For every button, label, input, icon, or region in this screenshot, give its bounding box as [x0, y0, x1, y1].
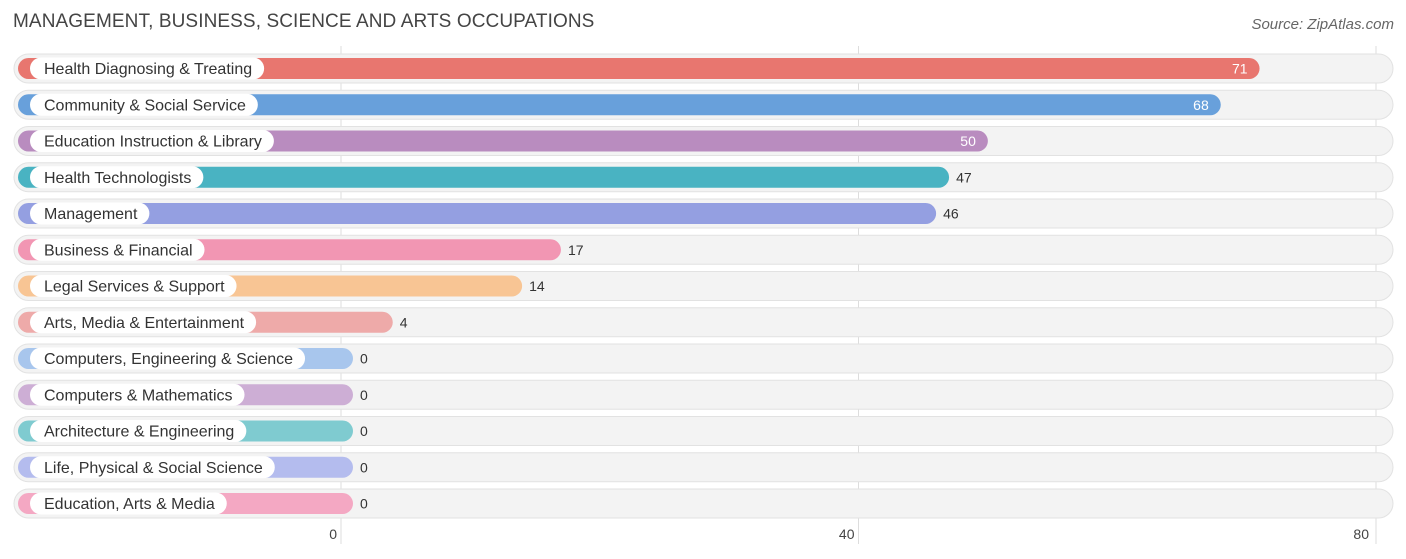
bar: [18, 166, 950, 188]
bar: [18, 58, 1260, 79]
bar-label-pill: [30, 93, 258, 116]
bar-row: Business & Financial 17: [13, 234, 1394, 265]
bar-label-pill: [30, 492, 227, 515]
bar-label: Health Diagnosing & Treating: [44, 61, 252, 78]
bar-row: Community & Social Service 68: [13, 89, 1394, 120]
bar-row: Health Technologists 47: [13, 162, 1394, 193]
bar-track: [13, 379, 1394, 410]
bar-row: Computers & Mathematics 0: [13, 379, 1394, 410]
bar-value: 0: [360, 496, 368, 512]
bar-value: 68: [1193, 97, 1209, 113]
bar-label-pill: [30, 311, 257, 334]
bar-value: 0: [360, 459, 368, 475]
bar-value: 0: [360, 351, 368, 367]
bar-label: Architecture & Engineering: [44, 424, 234, 441]
bar-label: Community & Social Service: [44, 97, 246, 114]
bar-label-pill: [30, 57, 265, 80]
bar-row: Architecture & Engineering 0: [13, 416, 1394, 446]
bar-value: 47: [956, 169, 972, 185]
bar-row: Education, Arts & Media 0: [13, 488, 1394, 519]
bar-row: Legal Services & Support 14: [13, 271, 1394, 301]
bar-track: [13, 452, 1394, 483]
bar-label: Education Instruction & Library: [44, 134, 262, 151]
bar-label-pill: [30, 238, 205, 261]
bar: [18, 203, 937, 224]
bar-row: Health Diagnosing & Treating 71: [13, 53, 1394, 84]
bar-value: 71: [1232, 61, 1248, 77]
x-tick-label: 80: [1353, 526, 1369, 542]
bar-label-pill: [30, 420, 247, 442]
bar-row: Management 46: [13, 198, 1394, 229]
bar-value: 0: [360, 423, 368, 439]
bar-label: Life, Physical & Social Science: [44, 460, 263, 477]
bar-label-pill: [30, 202, 150, 225]
bar-value: 50: [960, 133, 976, 149]
source-label: Source: ZipAtlas.com: [1251, 16, 1394, 33]
bar-value: 0: [360, 387, 368, 403]
bar-row: Education Instruction & Library 50: [13, 126, 1394, 156]
bar-row: Computers, Engineering & Science 0: [13, 343, 1394, 374]
bar-label-pill: [30, 456, 275, 479]
bar-label-pill: [30, 130, 274, 152]
bar-label: Legal Services & Support: [44, 279, 225, 296]
bar-label-pill: [30, 383, 245, 406]
bar-label-pill: [30, 166, 204, 189]
bar-label: Management: [44, 206, 138, 223]
bar-label: Education, Arts & Media: [44, 496, 215, 513]
chart-title: MANAGEMENT, BUSINESS, SCIENCE AND ARTS O…: [13, 11, 595, 32]
x-tick-label: 40: [839, 526, 855, 542]
bar-label: Computers & Mathematics: [44, 387, 233, 404]
bar-value: 46: [943, 206, 959, 222]
bar-track: [13, 488, 1394, 519]
bar-track: [13, 416, 1394, 446]
bar-row: Arts, Media & Entertainment 4: [13, 307, 1394, 338]
bar-row: Life, Physical & Social Science 0: [13, 452, 1394, 483]
bar-track: [13, 343, 1394, 374]
bar-label: Arts, Media & Entertainment: [44, 315, 245, 332]
bar-value: 4: [400, 314, 408, 330]
bar-label-pill: [30, 275, 237, 297]
bar: [18, 94, 1221, 116]
bar-value: 14: [529, 278, 545, 294]
bar-label: Business & Financial: [44, 242, 193, 259]
bar-label: Health Technologists: [44, 170, 191, 187]
x-tick-label: 0: [329, 526, 337, 542]
bar-label-pill: [30, 347, 306, 370]
bar-label: Computers, Engineering & Science: [44, 351, 293, 368]
bar-value: 17: [568, 242, 584, 258]
